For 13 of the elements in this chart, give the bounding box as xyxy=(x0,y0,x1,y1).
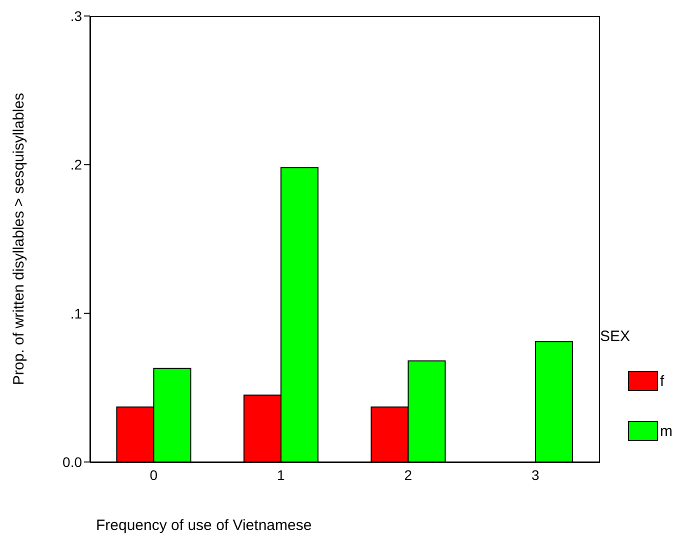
legend-label: f xyxy=(660,372,664,390)
x-tick-label: 0 xyxy=(150,466,158,483)
x-axis-title: Frequency of use of Vietnamese xyxy=(96,517,312,534)
legend-label: m xyxy=(660,422,672,440)
x-tick-label: 1 xyxy=(276,466,285,483)
y-tick-label: .3 xyxy=(70,8,82,24)
x-tick-label: 2 xyxy=(404,466,412,483)
y-tick-label: .1 xyxy=(70,305,82,322)
y-axis-title: Prop. of written disyllables > sesquisyllables xyxy=(10,92,28,386)
x-tick-label: 3 xyxy=(531,466,540,483)
y-tick-label: 0.0 xyxy=(62,454,82,470)
y-tick-label: .2 xyxy=(70,156,82,173)
legend-title: SEX xyxy=(600,328,632,345)
